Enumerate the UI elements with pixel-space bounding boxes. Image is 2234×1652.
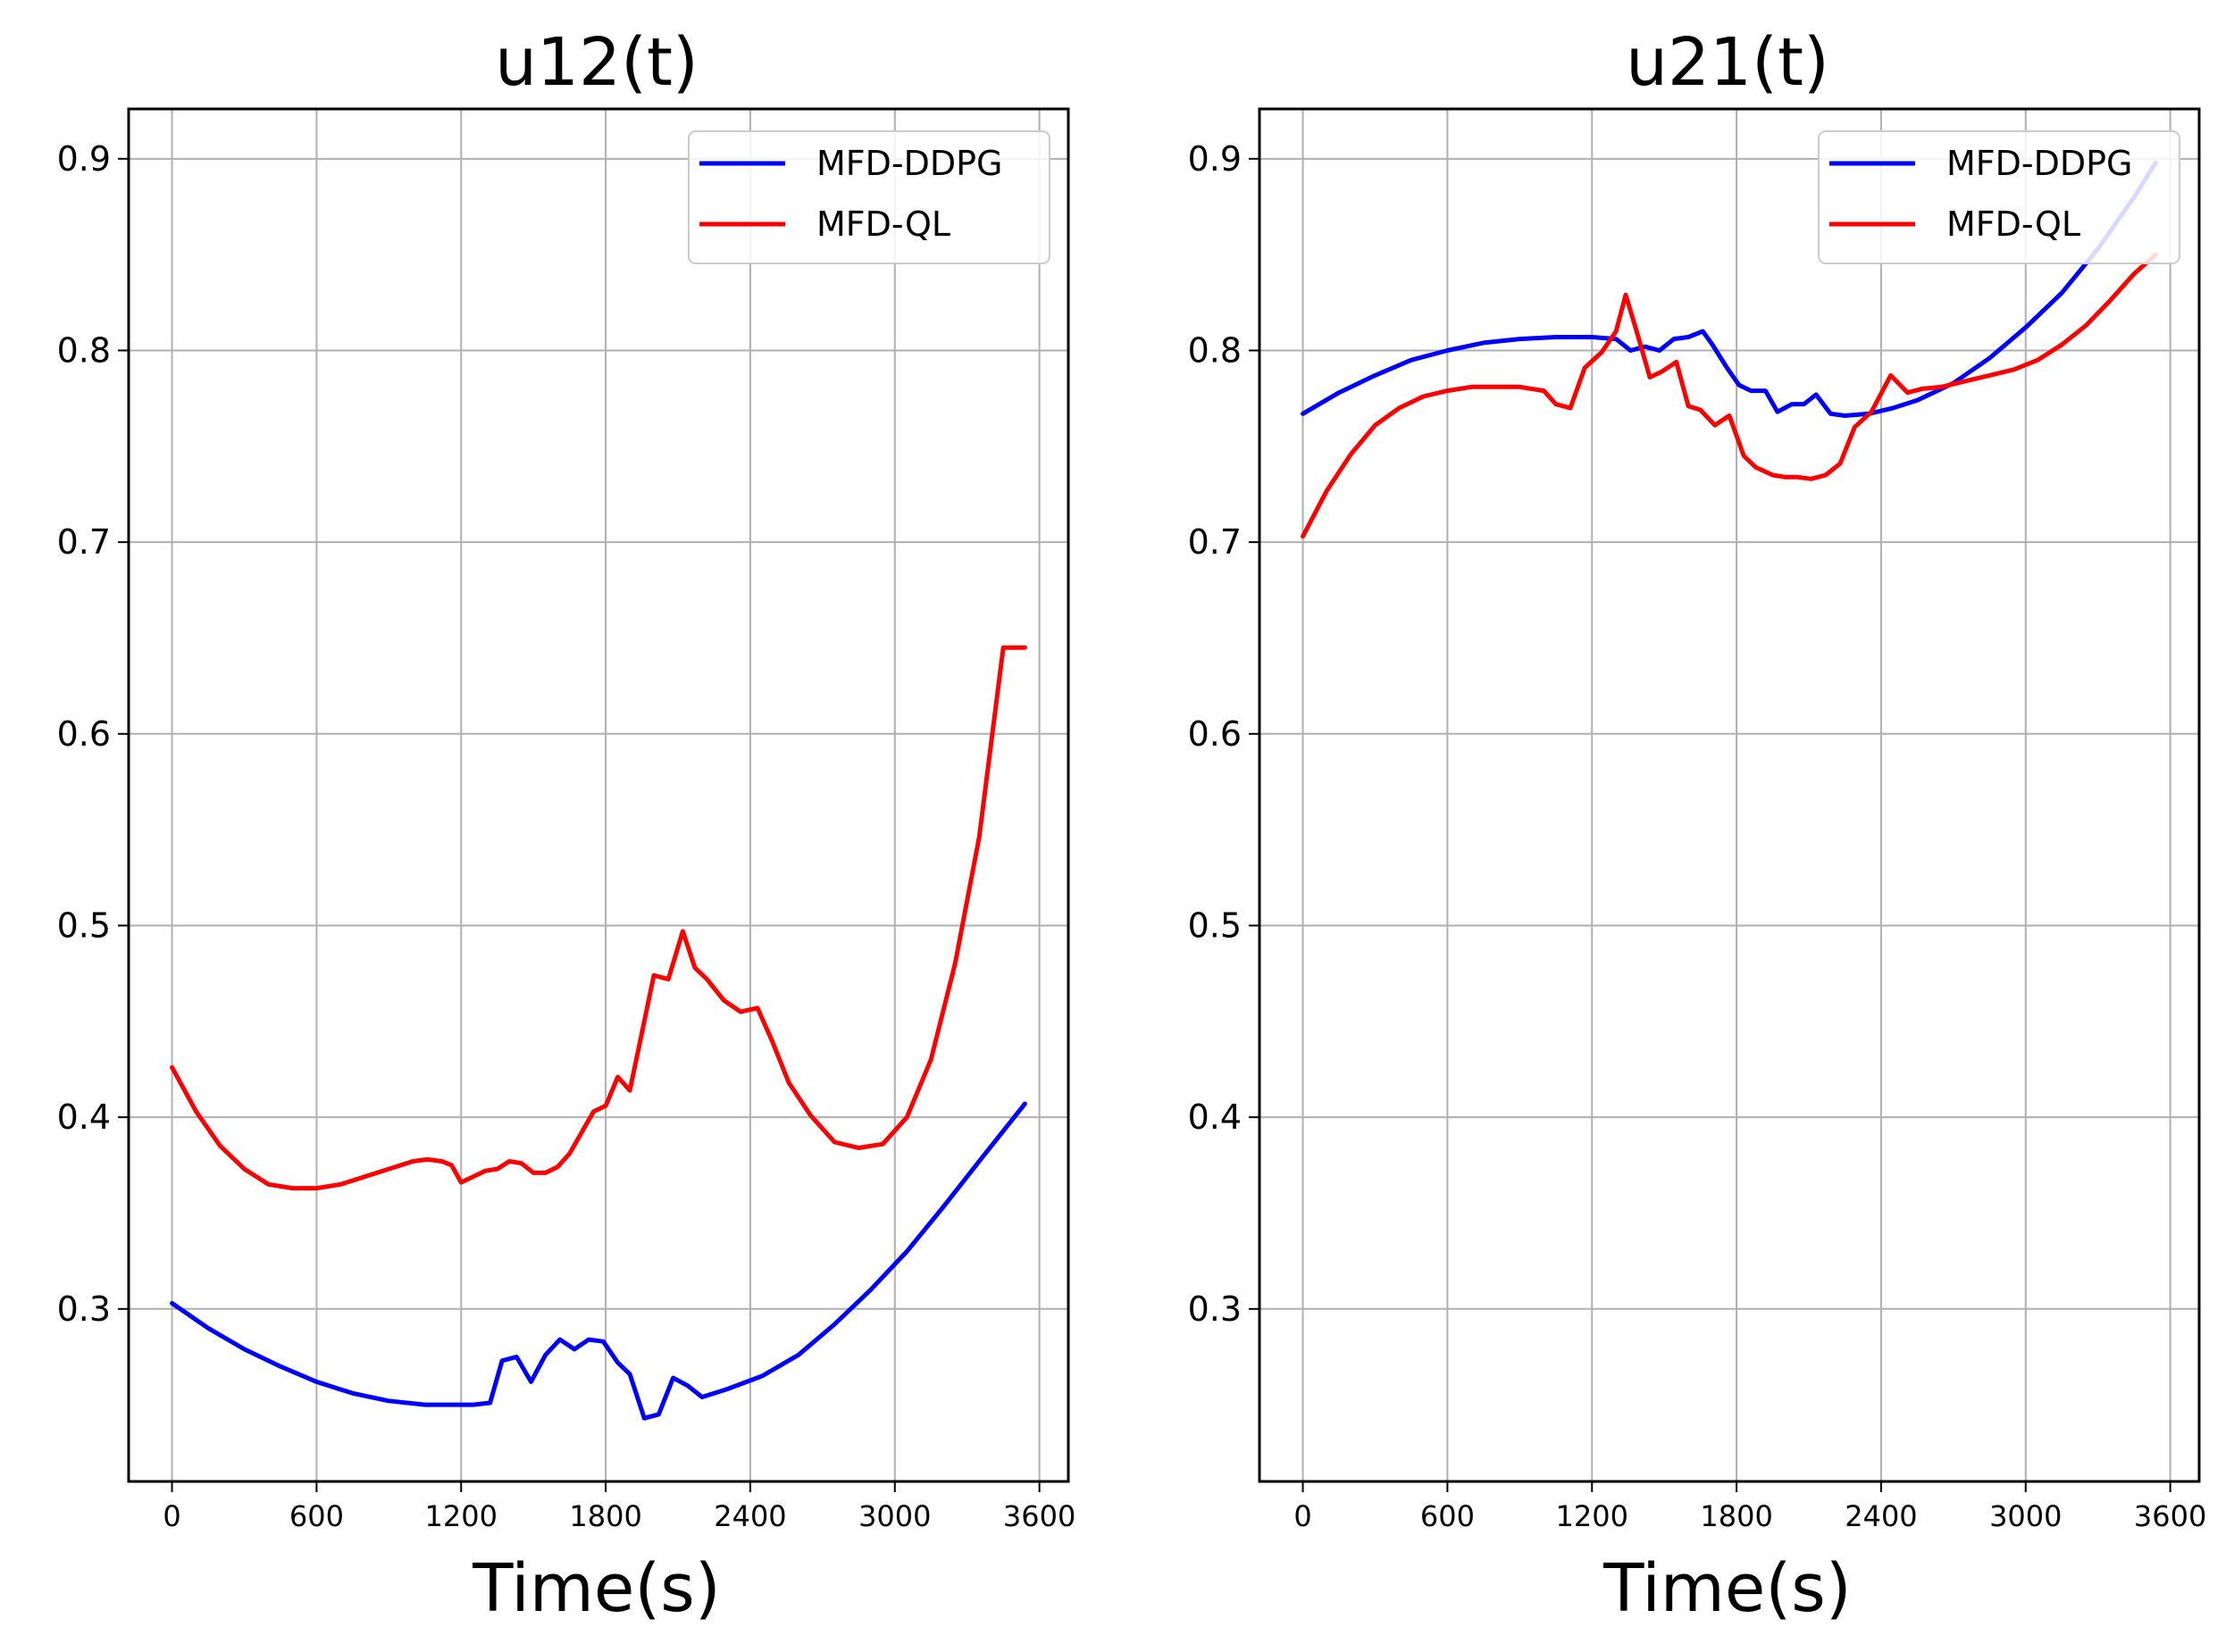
y-tick-label: 0.5 (1188, 905, 1242, 945)
chart-panel-u21: u21(t) 0 600 1200 1800 2400 3000 3600 0.3 0.4 0.5… (1188, 24, 2207, 1627)
y-tick-label: 0.4 (57, 1097, 111, 1137)
x-tick-label: 3000 (1989, 1499, 2062, 1533)
y-tick-label: 0.5 (57, 905, 111, 945)
y-tick-label: 0.9 (57, 139, 111, 179)
y-tick-label: 0.6 (57, 714, 111, 754)
x-tick-label: 600 (289, 1499, 344, 1533)
x-tick-label: 3000 (858, 1499, 931, 1533)
series-line-mfd-ql (170, 645, 1027, 1191)
legend-label-mfd-ddpg: MFD-DDPG (1946, 144, 2133, 183)
y-tick-label: 0.3 (57, 1289, 111, 1329)
chart-title: u12(t) (495, 24, 699, 101)
x-tick-label: 2400 (1845, 1499, 1917, 1533)
chart-panel-u12: u12(t) 0 600 1200 1800 2400 3000 3600 0.3 0.4 0.5… (57, 24, 1076, 1627)
x-tick-label: 3600 (2134, 1499, 2206, 1533)
x-tick-label: 1800 (1700, 1499, 1772, 1533)
x-tick-label: 1200 (425, 1499, 498, 1533)
x-tick-label: 1800 (569, 1499, 641, 1533)
x-axis-label: Time(s) (472, 1550, 720, 1627)
legend-label-mfd-ddpg: MFD-DDPG (816, 144, 1003, 183)
chart-title: u21(t) (1626, 24, 1829, 101)
legend-label-mfd-ql: MFD-QL (1946, 204, 2080, 244)
grid (129, 109, 1068, 1481)
plot-frame (1258, 107, 2201, 1483)
series-lines (1301, 160, 2158, 539)
y-tick-label: 0.9 (1188, 139, 1242, 179)
tick-labels: 0 600 1200 1800 2400 3000 3600 0.3 0.4 0.5 0.6 0.7 0… (57, 139, 1076, 1533)
x-tick-label: 2400 (714, 1499, 786, 1533)
y-tick-label: 0.8 (57, 330, 111, 370)
x-tick-label: 600 (1420, 1499, 1475, 1533)
legend-label-mfd-ql: MFD-QL (816, 204, 950, 244)
series-line-mfd-ddpg (170, 1101, 1027, 1421)
legend: MFD-DDPG MFD-QL (1818, 130, 2180, 264)
y-tick-label: 0.3 (1188, 1289, 1242, 1329)
tick-labels: 0 600 1200 1800 2400 3000 3600 0.3 0.4 0.5 0.6 0.7 0… (1188, 139, 2207, 1533)
series-lines (170, 645, 1027, 1421)
series-line-mfd-ql (1301, 252, 2158, 539)
x-tick-label: 0 (1293, 1499, 1311, 1533)
x-tick-label: 1200 (1556, 1499, 1628, 1533)
x-axis-label: Time(s) (1602, 1550, 1851, 1627)
x-tick-label: 3600 (1003, 1499, 1075, 1533)
y-tick-label: 0.4 (1188, 1097, 1242, 1137)
x-tick-label: 0 (163, 1499, 180, 1533)
y-tick-label: 0.6 (1188, 714, 1242, 754)
y-tick-label: 0.7 (1188, 522, 1242, 562)
y-tick-label: 0.7 (57, 522, 111, 562)
plot-frame (127, 107, 1070, 1483)
legend: MFD-DDPG MFD-QL (688, 130, 1050, 264)
y-tick-label: 0.8 (1188, 330, 1242, 370)
